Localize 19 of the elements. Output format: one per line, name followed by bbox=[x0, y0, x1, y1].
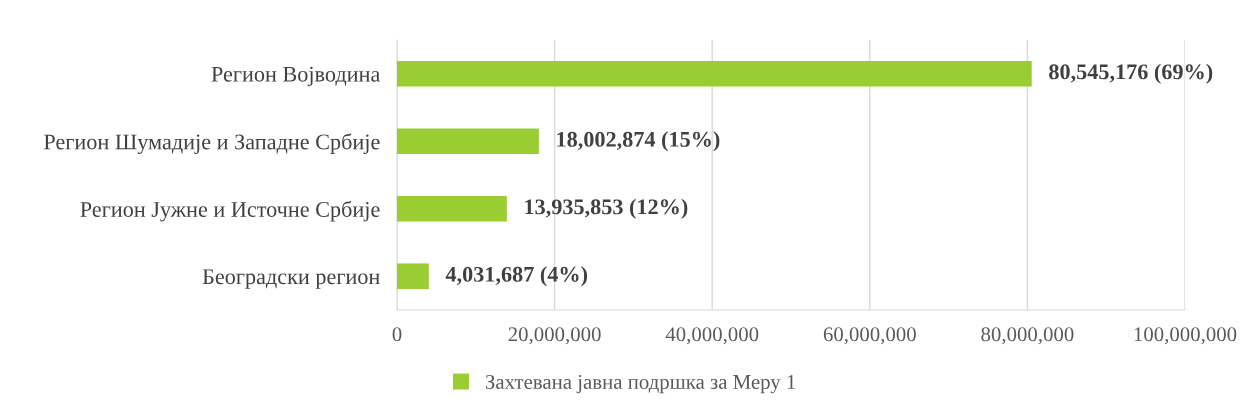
x-tick-label: 60,000,000 bbox=[823, 327, 916, 345]
x-tick-label: 20,000,000 bbox=[508, 327, 601, 345]
y-tick-label: Регион Војводина bbox=[211, 66, 381, 87]
data-label: 13,935,853 (12%) bbox=[525, 198, 688, 219]
data-label: 80,545,176 (69%) bbox=[1049, 63, 1213, 84]
bar bbox=[397, 128, 539, 155]
x-tick-label: 0 bbox=[392, 327, 402, 342]
x-tick-label: 80,000,000 bbox=[981, 327, 1074, 345]
y-tick-label: Регион Јужне и Источне Србије bbox=[80, 200, 380, 222]
bar bbox=[397, 263, 429, 290]
legend-label: Захтевана јавна подршка за Меру 1 bbox=[485, 374, 796, 394]
y-tick-label: Београдски регион bbox=[202, 269, 380, 289]
data-label: 18,002,874 (15%) bbox=[557, 131, 720, 152]
x-tick-label: 100,000,000 bbox=[1134, 327, 1237, 345]
x-tick-label: 40,000,000 bbox=[665, 327, 759, 345]
y-tick-label: Регион Шумадије и Западне Србије bbox=[44, 133, 380, 154]
bar bbox=[397, 60, 1032, 87]
data-label: 4,031,687 (4%) bbox=[445, 266, 588, 287]
bar bbox=[397, 195, 507, 222]
